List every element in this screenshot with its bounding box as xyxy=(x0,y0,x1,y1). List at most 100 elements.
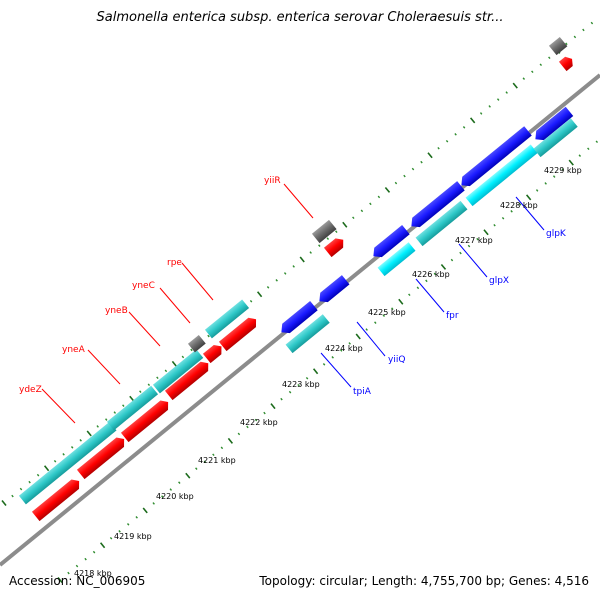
kbp-label-4221: 4221 kbp xyxy=(198,456,236,465)
minor-tick xyxy=(181,355,185,359)
kbp-label-4225: 4225 kbp xyxy=(368,308,406,317)
minor-tick xyxy=(590,21,594,25)
gene-label-fpr[interactable]: fpr xyxy=(446,311,459,321)
minor-tick xyxy=(535,189,539,192)
gene-label-rpe[interactable]: rpe xyxy=(167,258,182,268)
minor-tick xyxy=(403,174,406,178)
minor-tick xyxy=(565,42,568,46)
minor-tick xyxy=(96,425,99,428)
minor-tick xyxy=(488,105,491,108)
gene-arrow-fpr[interactable] xyxy=(370,225,410,261)
gene-box-unnamed-gray[interactable] xyxy=(548,36,568,56)
minor-tick xyxy=(382,314,386,317)
minor-tick xyxy=(394,181,398,185)
gene-box-ydeZ-cyan[interactable] xyxy=(18,421,117,505)
gene-arrow-rpe[interactable] xyxy=(202,342,225,364)
minor-tick xyxy=(169,488,173,491)
minor-tick xyxy=(275,279,278,282)
minor-tick xyxy=(467,244,471,248)
gene-box-fpr-cyan[interactable] xyxy=(377,242,416,277)
minor-tick xyxy=(212,453,215,457)
minor-tick xyxy=(493,223,496,227)
reverse-label-leaders xyxy=(320,196,545,388)
minor-tick xyxy=(220,446,224,450)
minor-tick xyxy=(548,56,551,60)
major-tick xyxy=(43,465,50,472)
minor-tick xyxy=(505,91,508,94)
major-tick xyxy=(57,577,63,583)
gene-label-tpiA[interactable]: tpiA xyxy=(353,387,372,397)
minor-tick xyxy=(164,369,168,373)
major-tick xyxy=(86,430,92,437)
minor-tick xyxy=(578,154,582,157)
gene-arrow-rpe-2[interactable] xyxy=(218,315,260,352)
minor-tick xyxy=(374,321,377,324)
minor-tick xyxy=(113,411,117,414)
minor-tick xyxy=(501,216,505,220)
gene-arrow-glpX[interactable] xyxy=(408,181,465,231)
gene-label-yneB[interactable]: yneB xyxy=(105,306,128,316)
minor-tick xyxy=(408,293,411,297)
minor-tick xyxy=(348,342,351,345)
gene-box-glpK-cyan[interactable] xyxy=(465,144,538,207)
gene-arrow-yiiQ[interactable] xyxy=(316,275,350,306)
minor-tick xyxy=(360,209,364,213)
kbp-label-4219: 4219 kbp xyxy=(114,532,152,541)
minor-tick xyxy=(437,146,440,150)
gene-arrow-unnamed[interactable] xyxy=(558,54,576,72)
minor-tick xyxy=(161,495,164,498)
gene-label-glpK[interactable]: glpK xyxy=(546,229,567,239)
gene-arrow-tpiA[interactable] xyxy=(278,301,318,337)
major-tick xyxy=(270,403,276,410)
gene-label-yneA[interactable]: yneA xyxy=(62,345,86,355)
minor-tick xyxy=(425,279,428,283)
gene-box-tpiA-cyan[interactable] xyxy=(285,314,330,354)
gene-arrow-yneC[interactable] xyxy=(164,359,212,401)
gene-label-glpX[interactable]: glpX xyxy=(489,276,509,286)
minor-tick xyxy=(433,272,437,276)
gene-box-glpK-cyan-2[interactable] xyxy=(533,118,578,158)
minor-tick xyxy=(369,202,372,206)
minor-tick xyxy=(518,203,522,206)
kbp-label-4228: 4228 kbp xyxy=(500,201,538,210)
gene-label-yiiR[interactable]: yiiR xyxy=(264,176,281,186)
minor-tick xyxy=(416,286,420,290)
minor-tick xyxy=(105,418,108,421)
minor-tick xyxy=(36,473,40,477)
minor-tick xyxy=(292,265,295,268)
gene-arrow-glpK[interactable] xyxy=(458,126,532,190)
gene-label-yneC[interactable]: yneC xyxy=(132,281,155,291)
gene-box-yneA-cyan[interactable] xyxy=(106,385,159,431)
minor-tick xyxy=(450,258,454,262)
gene-box-yneB-cyan[interactable] xyxy=(152,349,204,394)
gene-label-ydeZ[interactable]: ydeZ xyxy=(19,385,42,395)
minor-tick xyxy=(207,334,210,338)
reverse-tick-track xyxy=(57,140,599,583)
gene-box-yneC-gray[interactable] xyxy=(187,334,206,353)
minor-tick xyxy=(266,286,270,289)
gene-arrow-ydeZ[interactable] xyxy=(31,476,83,522)
major-tick xyxy=(483,229,489,236)
gene-box-yiiR-gray[interactable] xyxy=(311,219,337,244)
gene-arrow-yiiR[interactable] xyxy=(323,235,347,258)
minor-tick xyxy=(496,98,500,101)
minor-tick xyxy=(70,446,74,449)
gene-box-rpe-cyan[interactable] xyxy=(204,299,250,339)
minor-tick xyxy=(411,167,415,171)
gene-arrow-glpK-2[interactable] xyxy=(532,106,574,144)
gene-box-glpX-cyan[interactable] xyxy=(415,200,468,247)
minor-tick xyxy=(67,571,70,575)
kbp-label-4224: 4224 kbp xyxy=(325,344,363,353)
minor-tick xyxy=(552,175,556,178)
minor-tick xyxy=(531,70,534,74)
major-tick xyxy=(440,263,447,270)
minor-tick xyxy=(510,210,513,213)
major-tick xyxy=(256,291,263,298)
gene-label-yiiQ[interactable]: yiiQ xyxy=(388,355,405,365)
minor-tick xyxy=(331,356,334,359)
gene-arrow-yneA[interactable] xyxy=(76,434,128,480)
gene-arrow-yneB[interactable] xyxy=(120,397,172,443)
major-tick xyxy=(398,298,404,305)
